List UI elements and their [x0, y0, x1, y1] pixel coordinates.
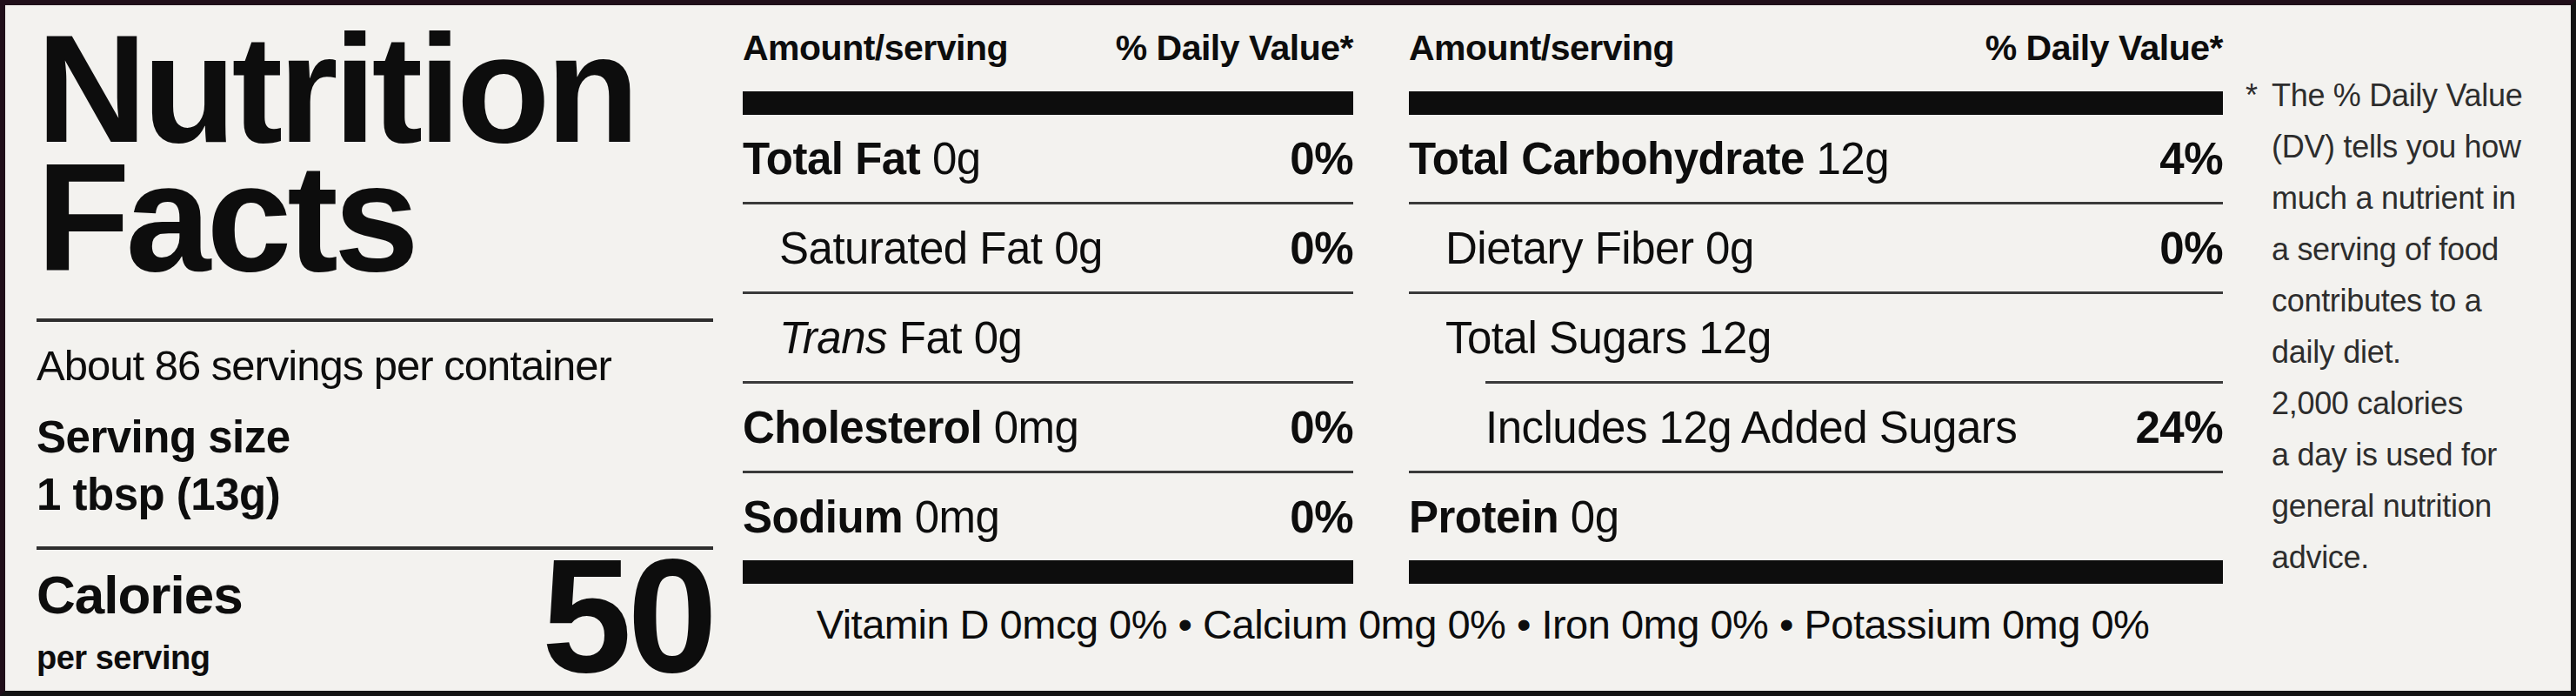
serving-size-value: 1 tbsp (13g) [37, 466, 713, 524]
daily-value-header: % Daily Value* [1985, 28, 2223, 69]
column-header: Amount/serving % Daily Value* [1409, 5, 2223, 69]
calories-sublabel: per serving [37, 639, 243, 677]
nutrient-column-fat-sodium: Amount/serving % Daily Value* Total Fat … [743, 5, 1353, 584]
nutrient-name-amount: Saturated Fat 0g [779, 223, 1103, 274]
nutrient-name-amount: Total Carbohydrate 12g [1409, 133, 1889, 184]
footnote-line: advice. [2272, 532, 2576, 583]
nutrient-name: Total Sugars [1445, 313, 1687, 363]
nutrient-daily-value: 4% [2159, 133, 2223, 184]
daily-value-footnote: * The % Daily Value (DV) tells you how m… [2244, 70, 2576, 583]
nutrient-name-amount: Trans Fat 0g [779, 312, 1022, 364]
footnote-line: The % Daily Value [2272, 70, 2576, 121]
servings-per-container: About 86 servings per container [37, 341, 713, 390]
nutrient-name-amount: Cholesterol 0mg [743, 402, 1078, 453]
footnote-line: a day is used for [2272, 429, 2576, 480]
nutrient-daily-value: 0% [1290, 223, 1353, 274]
nutrient-daily-value: 0% [1290, 492, 1353, 543]
nutrition-facts-title: Nutrition Facts [37, 24, 713, 282]
nutrient-name: Includes 12g Added Sugars [1485, 403, 2017, 452]
nutrient-name: Total Carbohydrate [1409, 134, 1805, 184]
nutrient-amount: 0mg [994, 403, 1079, 452]
nutrient-amount: 12g [1698, 313, 1772, 363]
footnote-line: contributes to a [2272, 275, 2576, 326]
thick-bar [743, 560, 1353, 584]
nutrient-row-sodium: Sodium 0mg 0% [743, 473, 1353, 560]
nutrient-amount: 0g [1571, 492, 1619, 542]
footnote-line: general nutrition [2272, 480, 2576, 532]
column-header: Amount/serving % Daily Value* [743, 5, 1353, 69]
nutrient-name: Total Fat [743, 134, 920, 184]
nutrient-name: Dietary Fiber [1445, 224, 1693, 273]
nutrient-name: Sodium [743, 492, 903, 542]
nutrient-row-total-fat: Total Fat 0g 0% [743, 115, 1353, 202]
left-panel: Nutrition Facts About 86 servings per co… [37, 5, 713, 677]
nutrient-name-amount: Dietary Fiber 0g [1445, 223, 1754, 274]
nutrient-name-amount: Sodium 0mg [743, 492, 999, 543]
footnote-line: daily diet. [2272, 326, 2576, 378]
footnote-line: (DV) tells you how [2272, 121, 2576, 172]
title-divider [37, 318, 713, 322]
nutrient-amount: 0g [1054, 224, 1103, 273]
nutrient-amount: 12g [1816, 134, 1889, 184]
daily-value-header: % Daily Value* [1116, 28, 1353, 69]
thick-bar [743, 91, 1353, 115]
nutrient-row-dietary-fiber: Dietary Fiber 0g 0% [1409, 204, 2223, 291]
amount-serving-header: Amount/serving [743, 28, 1008, 69]
nutrient-amount: 0g [932, 134, 981, 184]
nutrient-row-protein: Protein 0g [1409, 473, 2223, 560]
amount-serving-header: Amount/serving [1409, 28, 1674, 69]
thick-bar [1409, 560, 2223, 584]
vitamins-minerals-line: Vitamin D 0mcg 0% • Calcium 0mg 0% • Iro… [743, 600, 2223, 648]
nutrient-row-cholesterol: Cholesterol 0mg 0% [743, 384, 1353, 471]
nutrient-name-amount: Total Fat 0g [743, 133, 981, 184]
nutrient-name-amount: Includes 12g Added Sugars [1485, 402, 2017, 453]
serving-size-label: Serving size [37, 409, 713, 466]
nutrient-row-total-sugars: Total Sugars 12g [1409, 294, 2223, 381]
nutrient-row-trans-fat: Trans Fat 0g [743, 294, 1353, 381]
nutrient-amount: 0mg [915, 492, 1000, 542]
nutrient-name: Protein [1409, 492, 1558, 542]
nutrient-column-carb-protein: Amount/serving % Daily Value* Total Carb… [1409, 5, 2223, 584]
nutrient-name: Fat [899, 313, 962, 363]
nutrient-amount: 0g [1705, 224, 1754, 273]
nutrient-name-amount: Total Sugars 12g [1445, 312, 1772, 364]
nutrient-row-total-carbohydrate: Total Carbohydrate 12g 4% [1409, 115, 2223, 202]
nutrient-name-amount: Protein 0g [1409, 492, 1619, 543]
nutrient-daily-value: 0% [1290, 133, 1353, 184]
footnote-line: a serving of food [2272, 224, 2576, 275]
nutrient-daily-value: 0% [1290, 402, 1353, 453]
nutrient-name: Saturated Fat [779, 224, 1043, 273]
nutrient-row-saturated-fat: Saturated Fat 0g 0% [743, 204, 1353, 291]
nutrient-name-italic: Trans [779, 313, 887, 363]
calories-row: Calories per serving 50 [37, 555, 713, 677]
footnote-line: much a nutrient in [2272, 172, 2576, 224]
footnote-line: 2,000 calories [2272, 378, 2576, 429]
nutrient-daily-value: 24% [2135, 402, 2223, 453]
nutrient-name: Cholesterol [743, 403, 982, 452]
thick-bar [1409, 91, 2223, 115]
nutrient-daily-value: 0% [2159, 223, 2223, 274]
calories-label-block: Calories per serving [37, 564, 243, 677]
calories-label: Calories [37, 564, 243, 626]
nutrition-facts-label: Nutrition Facts About 86 servings per co… [0, 0, 2576, 696]
calories-value: 50 [542, 555, 713, 677]
footnote-asterisk: * [2246, 70, 2258, 121]
nutrient-amount: 0g [974, 313, 1023, 363]
serving-size-block: Serving size 1 tbsp (13g) [37, 409, 713, 524]
nutrient-row-added-sugars: Includes 12g Added Sugars 24% [1409, 384, 2223, 471]
